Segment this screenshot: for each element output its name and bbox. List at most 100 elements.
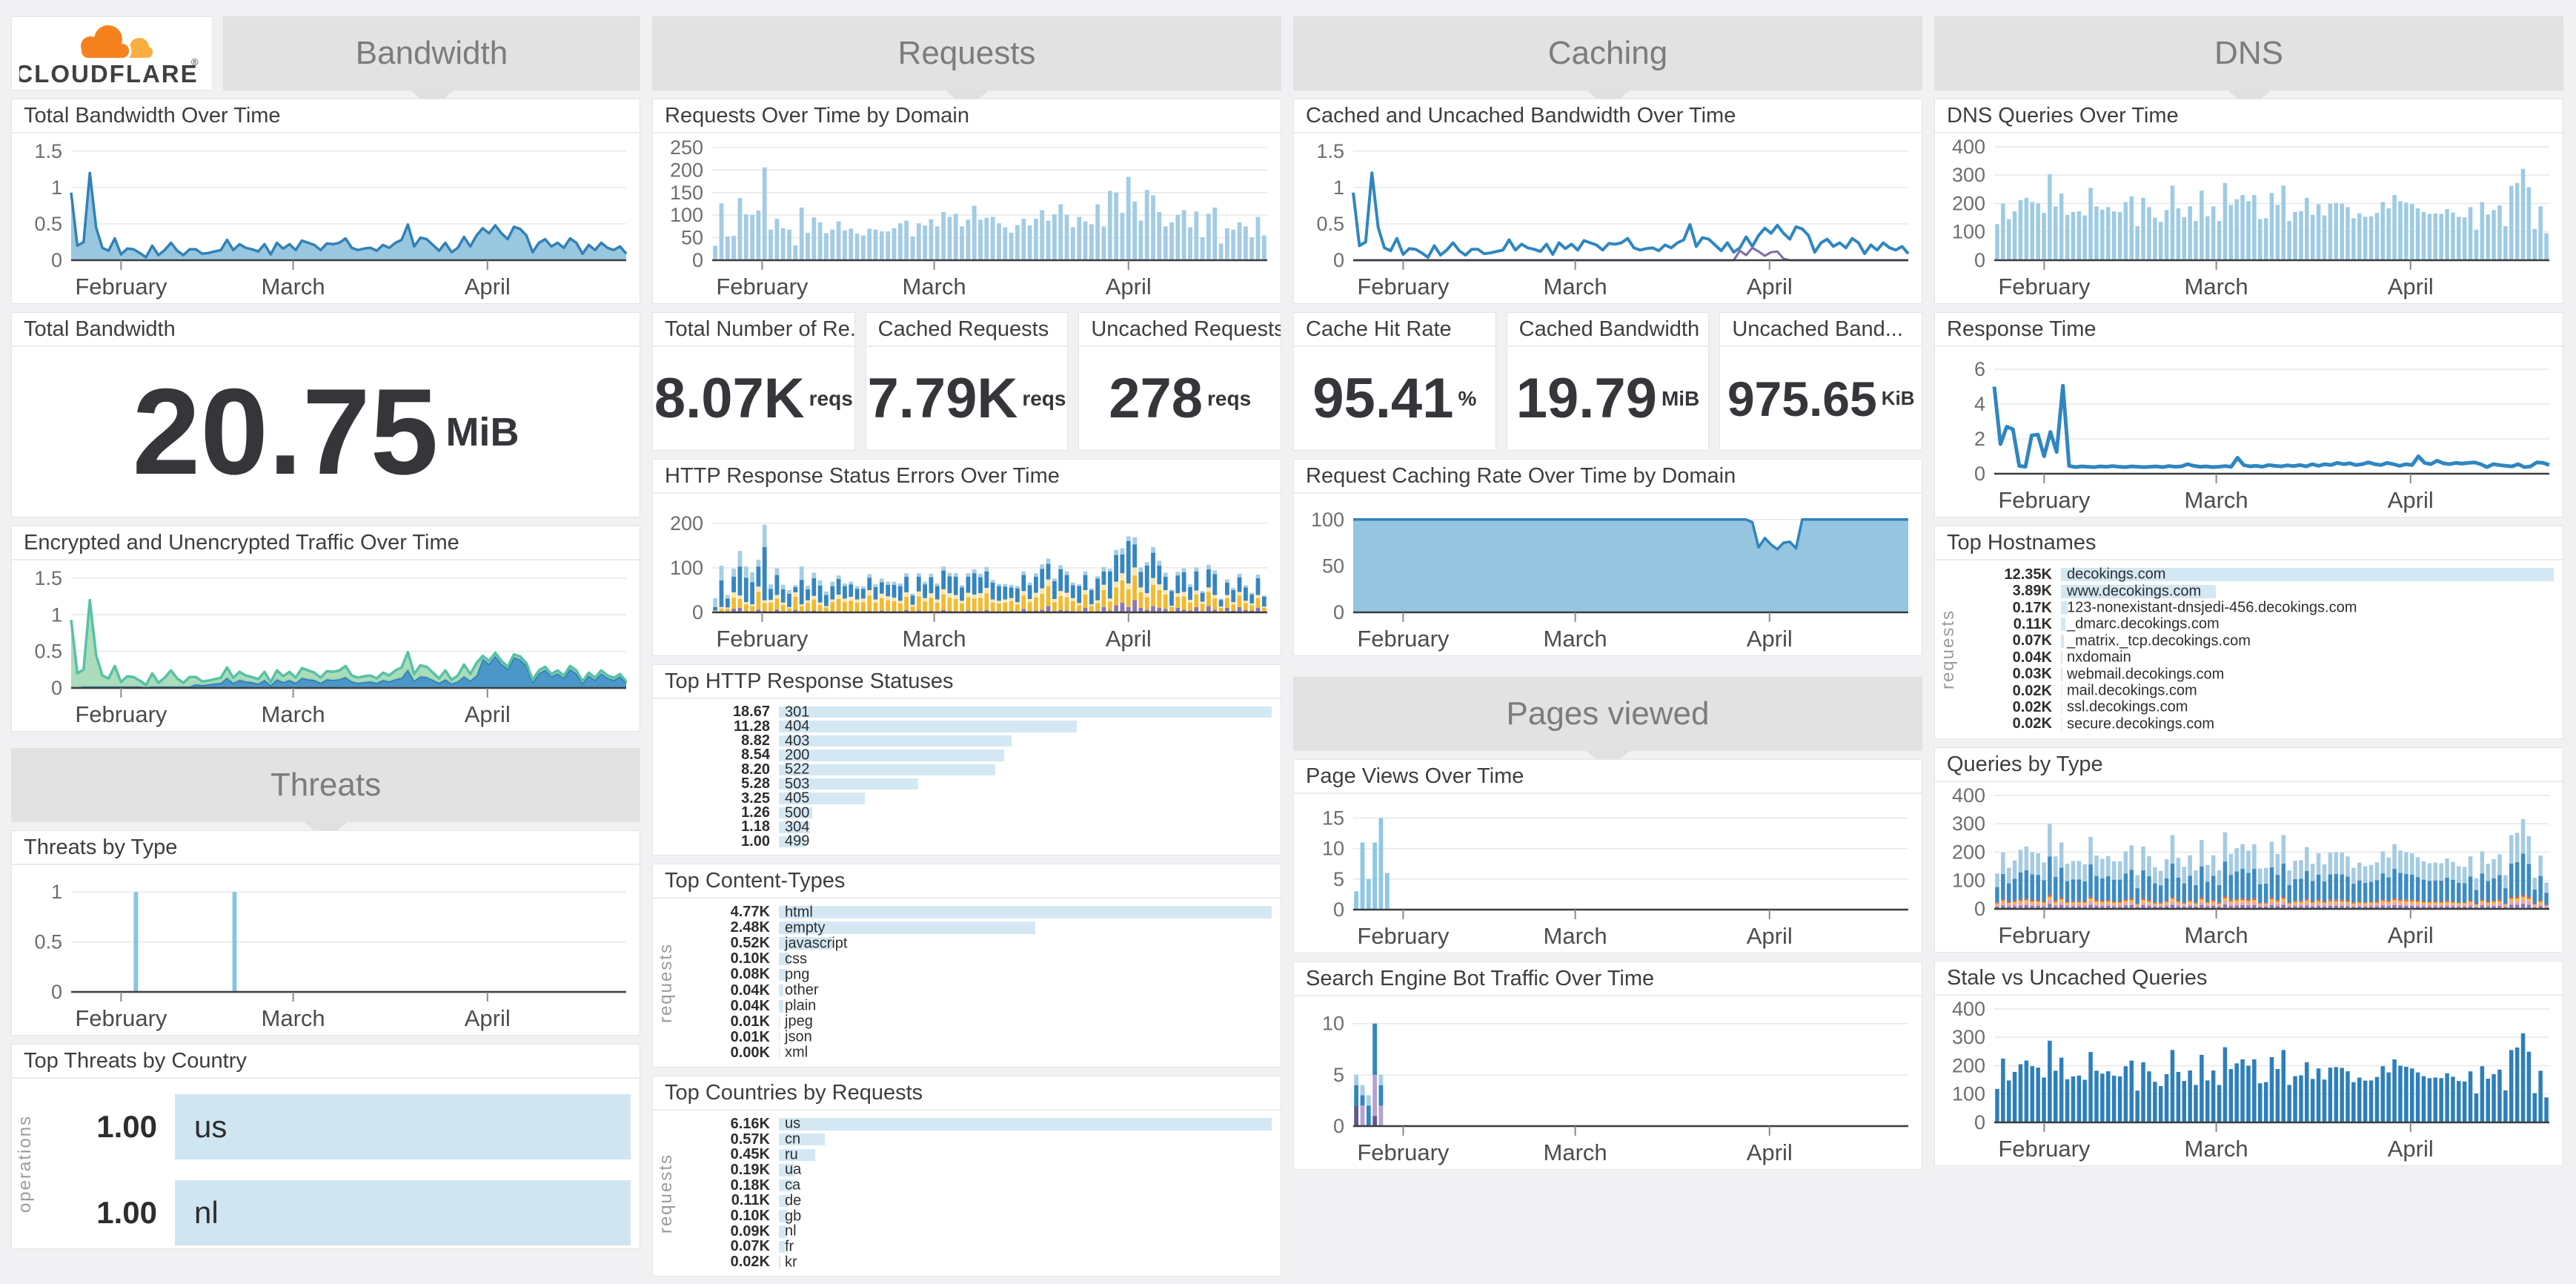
panel-title[interactable]: DNS Queries Over Time	[1935, 99, 2563, 133]
page-views-chart[interactable]: 0 5 10 15 February March April	[1294, 794, 1922, 953]
item-label: css	[785, 950, 807, 967]
item-bar	[779, 1210, 787, 1222]
panel-title[interactable]: Total Bandwidth	[12, 313, 640, 347]
stat-unit: %	[1458, 386, 1477, 410]
item-bar	[779, 953, 789, 966]
list-item: 2.48K empty	[687, 919, 1272, 936]
panel-title[interactable]: Top Countries by Requests	[653, 1076, 1281, 1111]
dns-queries-chart[interactable]: 0 100 200 300 400 February March April	[1935, 133, 2563, 303]
item-value: 0.02K	[2012, 682, 2052, 699]
section-label: Pages viewed	[1506, 695, 1710, 732]
panel-encrypted-unencrypted: Encrypted and Unencrypted Traffic Over T…	[11, 526, 640, 732]
list-item: 0.02K ssl.decokings.com	[1969, 699, 2554, 715]
panel-title[interactable]: Top Hostnames	[1935, 526, 2563, 560]
panel-title[interactable]: Top Content-Types	[653, 864, 1281, 899]
svg-text:March: March	[2185, 274, 2248, 300]
item-label: empty	[785, 919, 826, 936]
list-item: 0.11K _dmarc.decokings.com	[1969, 616, 2554, 632]
section-header-pages-viewed[interactable]: Pages viewed	[1293, 677, 1922, 751]
request-caching-rate-chart[interactable]: 0 50 100 February March April	[1294, 494, 1922, 655]
panel-title[interactable]: Uncached Band...	[1720, 313, 1922, 347]
cloudflare-logo: CLOUDFLARE ®	[19, 22, 199, 87]
panel-title[interactable]: Cached Bandwidth	[1507, 313, 1709, 347]
item-label: 403	[785, 732, 810, 749]
svg-text:1: 1	[51, 603, 62, 626]
encrypted-unencrypted-chart[interactable]: 0 0.5 1 1.5 February March April	[12, 560, 640, 731]
panel-uncached-requests-stat: Uncached Requests 278 reqs	[1078, 312, 1282, 451]
panel-title[interactable]: Top HTTP Response Statuses	[653, 665, 1281, 699]
panel-title[interactable]: Response Time	[1935, 313, 2563, 347]
item-value: 0.57K	[730, 1131, 770, 1148]
panel-title[interactable]: Total Number of Re...	[653, 313, 854, 347]
response-time-chart[interactable]: 0 2 4 6 February March April	[1935, 347, 2563, 517]
list-item: 0.02K mail.decokings.com	[1969, 683, 2554, 699]
section-header-requests[interactable]: Requests	[652, 16, 1281, 90]
panel-title[interactable]: Request Caching Rate Over Time by Domain	[1294, 460, 1922, 494]
svg-text:0: 0	[1974, 898, 1985, 920]
threats-by-type-chart[interactable]: 0 0.5 1 February March April	[12, 865, 640, 1035]
http-errors-chart[interactable]: 0 100 200 February March April	[653, 494, 1281, 655]
panel-title[interactable]: Threats by Type	[12, 831, 640, 865]
svg-text:5: 5	[1333, 1064, 1344, 1086]
panel-top-hostnames: Top Hostnames requests 12.35K decokings.co…	[1934, 526, 2563, 739]
item-bar	[779, 1164, 794, 1177]
queries-by-type-chart[interactable]: 0 100 200 300 400 February March April	[1935, 782, 2563, 952]
svg-text:February: February	[1998, 1136, 2091, 1162]
stat-unit: KiB	[1881, 387, 1915, 409]
item-label: 304	[785, 818, 810, 835]
cached-uncached-bw-chart[interactable]: 0 0.5 1 1.5 February March April	[1294, 133, 1922, 303]
panel-title[interactable]: Cached and Uncached Bandwidth Over Time	[1294, 99, 1922, 133]
item-bar	[779, 1030, 780, 1044]
panel-title[interactable]: Top Threats by Country	[12, 1045, 640, 1079]
section-header-caching[interactable]: Caching	[1293, 16, 1922, 90]
item-bar	[779, 1256, 781, 1268]
panel-title[interactable]: Cache Hit Rate	[1294, 313, 1496, 347]
panel-title[interactable]: Total Bandwidth Over Time	[12, 99, 640, 133]
svg-text:300: 300	[1952, 1026, 1985, 1048]
item-bar	[175, 1094, 631, 1159]
item-label: other	[785, 982, 819, 999]
item-bar	[779, 1133, 825, 1146]
panel-top-countries: Top Countries by Requests requests 6.16K u…	[652, 1076, 1281, 1277]
item-label: 522	[785, 761, 810, 778]
panel-title[interactable]: HTTP Response Status Errors Over Time	[653, 460, 1281, 494]
item-bar	[2061, 634, 2064, 648]
item-label: cn	[785, 1131, 801, 1148]
list-item: 0.19K ua	[687, 1162, 1272, 1178]
svg-text:0: 0	[692, 249, 703, 271]
panel-title[interactable]: Stale vs Uncached Queries	[1935, 962, 2563, 996]
svg-text:6: 6	[1974, 358, 1985, 380]
item-bar	[2061, 701, 2062, 715]
panel-title[interactable]: Queries by Type	[1935, 748, 2563, 782]
item-bar	[175, 1180, 631, 1245]
stat-unit: reqs	[1022, 386, 1066, 410]
section-header-bandwidth[interactable]: Bandwidth	[223, 16, 640, 90]
section-header-threats[interactable]: Threats	[11, 748, 640, 822]
panel-title[interactable]: Page Views Over Time	[1294, 760, 1922, 794]
svg-text:0.5: 0.5	[34, 641, 62, 663]
section-header-dns[interactable]: DNS	[1934, 16, 2563, 90]
panel-title[interactable]: Encrypted and Unencrypted Traffic Over T…	[12, 526, 640, 560]
svg-text:400: 400	[1952, 136, 1985, 158]
panel-title[interactable]: Cached Requests	[866, 313, 1068, 347]
panel-title[interactable]: Requests Over Time by Domain	[653, 99, 1281, 133]
svg-text:February: February	[75, 274, 167, 300]
item-bar	[2061, 717, 2062, 731]
section-label: Bandwidth	[355, 35, 508, 71]
item-value: 0.03K	[2012, 666, 2052, 683]
panel-title[interactable]: Search Engine Bot Traffic Over Time	[1294, 962, 1922, 996]
stale-vs-uncached-chart[interactable]: 0 100 200 300 400 February March April	[1935, 996, 2563, 1165]
item-bar	[779, 968, 788, 982]
svg-text:April: April	[1747, 923, 1793, 949]
svg-text:April: April	[1747, 626, 1793, 652]
seo-bot-traffic-chart[interactable]: 0 5 10 February March April	[1294, 996, 1922, 1169]
item-value: 1.00	[96, 1195, 157, 1230]
top-hostnames-list: requests 12.35K decokings.com 3.89K www.deco…	[1935, 560, 2563, 738]
list-item: 3.89K www.decokings.com	[1969, 583, 2554, 599]
total-bandwidth-over-time-chart[interactable]: 0 0.5 1 1.5 February March April	[12, 133, 640, 303]
item-label: xml	[785, 1044, 809, 1061]
panel-title[interactable]: Uncached Requests	[1079, 313, 1281, 347]
item-value: 0.02K	[2012, 698, 2052, 715]
